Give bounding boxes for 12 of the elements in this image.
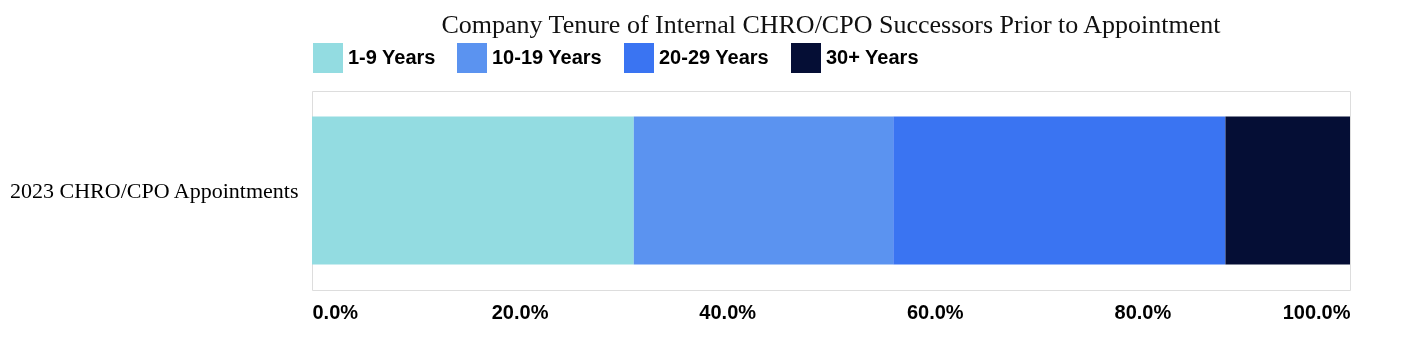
legend-label: 1-9 Years <box>348 46 436 68</box>
legend-label: 20-29 Years <box>659 46 769 68</box>
y-tick-label: 2023 CHRO/CPO Appointments <box>10 177 299 203</box>
x-tick-label: 80.0% <box>1114 300 1172 323</box>
x-tick-label: 100.0% <box>1282 300 1351 323</box>
x-tick-label: 0.0% <box>312 300 359 323</box>
x-tick-label: 40.0% <box>699 300 757 323</box>
x-tick-label: 60.0% <box>906 300 964 323</box>
legend-label: 30+ Years <box>826 46 919 68</box>
legend-label: 10-19 Years <box>492 46 602 68</box>
chart-title: Company Tenure of Internal CHRO/CPO Successors Prior to Appointment <box>441 10 1222 39</box>
x-tick-label: 20.0% <box>491 300 549 323</box>
